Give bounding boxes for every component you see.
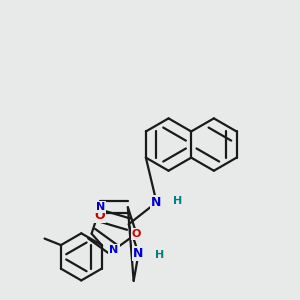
Text: N: N [152, 196, 162, 209]
Text: O: O [132, 229, 141, 238]
Text: H: H [155, 250, 164, 260]
Text: H: H [173, 196, 182, 206]
Text: N: N [95, 202, 105, 212]
Text: N: N [110, 245, 118, 255]
Text: O: O [94, 209, 105, 222]
Text: N: N [134, 247, 144, 260]
